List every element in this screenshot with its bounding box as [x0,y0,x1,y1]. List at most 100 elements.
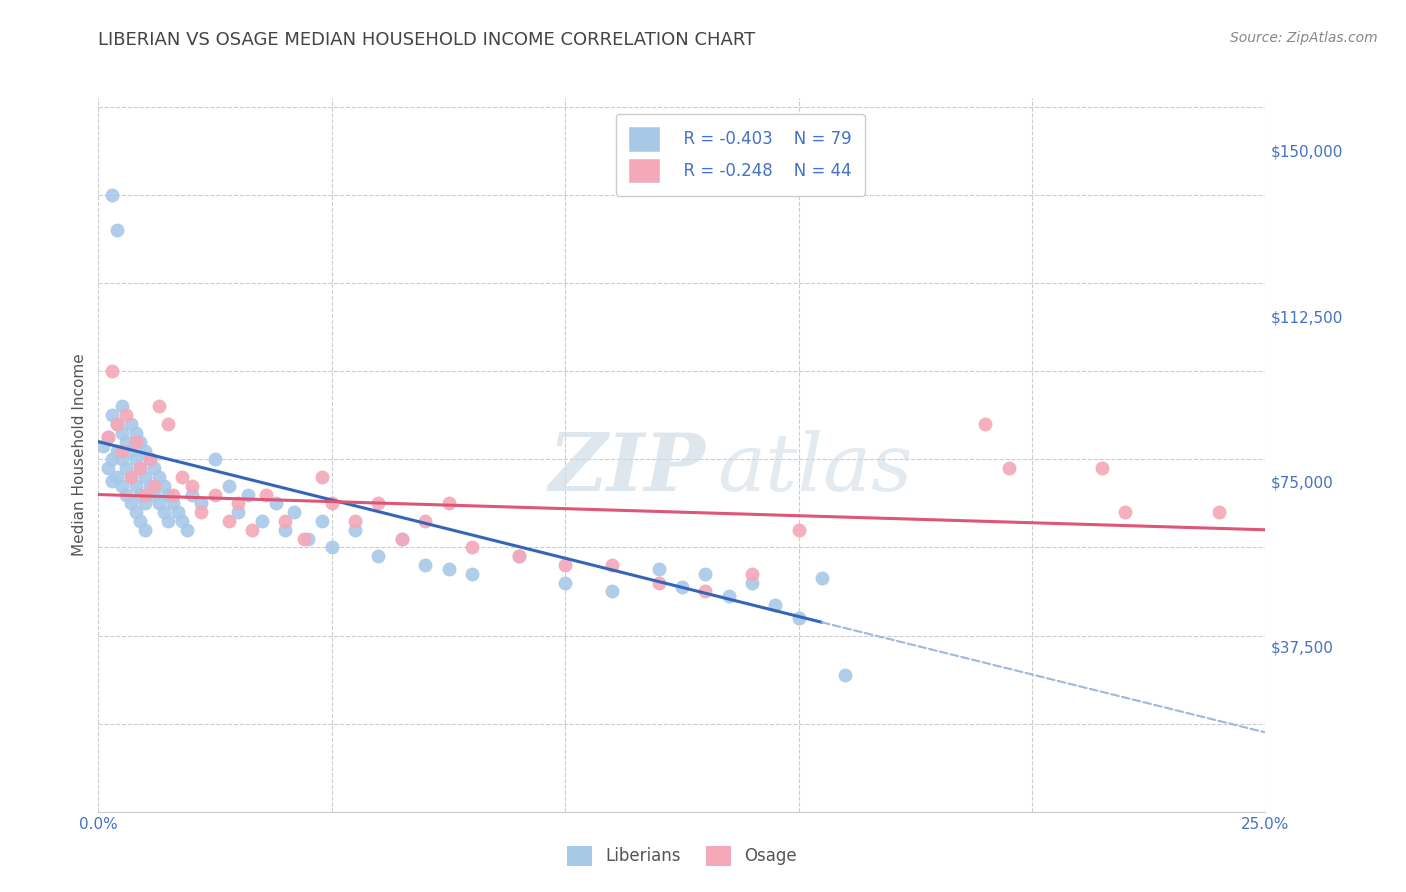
Legend:   R = -0.403    N = 79,   R = -0.248    N = 44: R = -0.403 N = 79, R = -0.248 N = 44 [616,113,865,195]
Point [139,479,162,493]
Point [228,496,250,510]
Point [321,496,343,510]
Point [120,443,142,458]
Point [1208,505,1230,519]
Point [811,571,834,585]
Point [508,549,530,564]
Point [997,461,1019,475]
Text: ZIP: ZIP [548,431,706,508]
Point [120,470,142,484]
Point [671,580,693,594]
Point [256,487,278,501]
Point [787,611,810,625]
Point [115,487,138,501]
Point [236,487,259,501]
Point [105,470,128,484]
Point [157,514,180,528]
Point [1091,461,1114,475]
Point [695,584,717,599]
Point [139,452,162,467]
Point [129,461,152,475]
Point [129,461,152,475]
Point [264,496,287,510]
Point [297,532,319,546]
Point [437,562,460,576]
Point [437,496,460,510]
Point [134,496,156,510]
Point [115,409,138,423]
Point [172,514,194,528]
Point [101,409,124,423]
Point [101,364,124,378]
Point [344,523,367,537]
Point [695,566,717,581]
Point [91,439,114,453]
Point [97,430,120,444]
Point [105,443,128,458]
Point [111,400,134,414]
Point [600,558,623,572]
Point [274,514,297,528]
Point [143,479,166,493]
Point [125,452,148,467]
Point [152,505,174,519]
Point [283,505,305,519]
Point [148,400,170,414]
Point [162,496,184,510]
Point [120,470,142,484]
Point [101,475,124,489]
Point [139,452,162,467]
Point [190,496,212,510]
Point [148,470,170,484]
Point [162,487,184,501]
Point [111,479,134,493]
Point [367,496,389,510]
Point [204,487,226,501]
Point [125,479,148,493]
Point [134,470,156,484]
Point [274,523,297,537]
Point [129,434,152,449]
Point [134,487,156,501]
Point [157,487,180,501]
Point [172,470,194,484]
Point [120,417,142,431]
Point [292,532,315,546]
Point [763,598,786,612]
Point [321,541,343,555]
Legend: Liberians, Osage: Liberians, Osage [554,832,810,880]
Point [218,514,240,528]
Point [461,566,484,581]
Point [974,417,997,431]
Point [143,461,166,475]
Point [367,549,389,564]
Point [115,434,138,449]
Point [115,461,138,475]
Point [391,532,413,546]
Point [134,523,156,537]
Point [741,575,763,590]
Point [228,505,250,519]
Point [152,479,174,493]
Point [148,496,170,510]
Point [105,223,128,237]
Point [134,443,156,458]
Point [508,549,530,564]
Point [1114,505,1136,519]
Point [101,452,124,467]
Point [413,514,436,528]
Point [97,461,120,475]
Point [787,523,810,537]
Text: LIBERIAN VS OSAGE MEDIAN HOUSEHOLD INCOME CORRELATION CHART: LIBERIAN VS OSAGE MEDIAN HOUSEHOLD INCOM… [98,31,755,49]
Point [166,505,188,519]
Point [647,575,669,590]
Point [647,562,669,576]
Point [101,188,124,202]
Point [461,541,484,555]
Point [111,443,134,458]
Point [120,496,142,510]
Point [554,558,576,572]
Text: Source: ZipAtlas.com: Source: ZipAtlas.com [1230,31,1378,45]
Point [105,417,128,431]
Point [311,470,333,484]
